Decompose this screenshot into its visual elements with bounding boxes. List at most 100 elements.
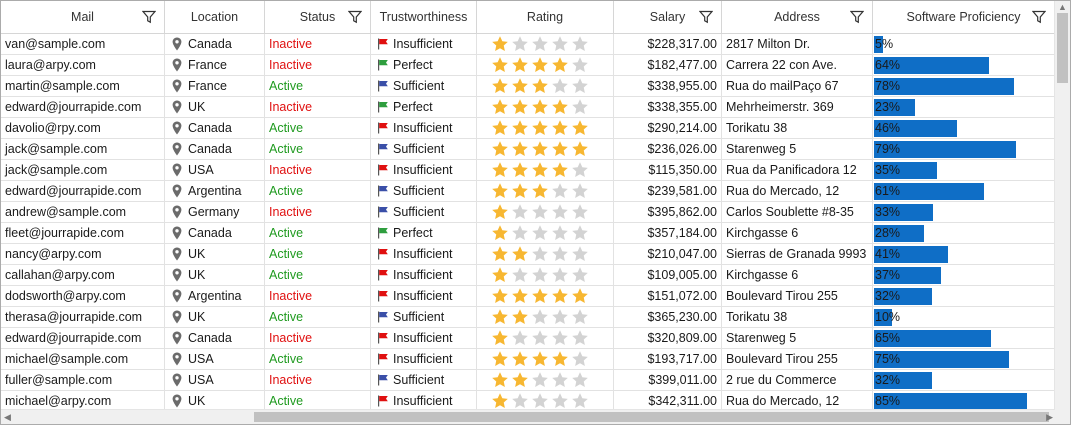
column-header-trustworthiness[interactable]: Trustworthiness xyxy=(371,1,477,33)
star-rating[interactable] xyxy=(491,35,589,53)
cell-address[interactable]: 2 rue du Commerce xyxy=(722,370,873,390)
star-filled-icon[interactable] xyxy=(491,245,509,263)
cell-software-proficiency[interactable]: 32% xyxy=(873,286,1055,306)
cell-software-proficiency[interactable]: 35% xyxy=(873,160,1055,180)
star-rating[interactable] xyxy=(491,140,589,158)
column-header-location[interactable]: Location xyxy=(165,1,265,33)
star-filled-icon[interactable] xyxy=(571,119,589,137)
table-row[interactable]: edward@jourrapide.com Canada Inactive In… xyxy=(1,328,1055,349)
star-empty-icon[interactable] xyxy=(571,182,589,200)
filter-icon[interactable] xyxy=(699,10,713,24)
cell-rating[interactable] xyxy=(477,370,614,390)
cell-address[interactable]: Boulevard Tirou 255 xyxy=(722,286,873,306)
cell-salary[interactable]: $239,581.00 xyxy=(614,181,722,201)
cell-rating[interactable] xyxy=(477,139,614,159)
star-rating[interactable] xyxy=(491,266,589,284)
star-filled-icon[interactable] xyxy=(511,77,529,95)
cell-software-proficiency[interactable]: 37% xyxy=(873,265,1055,285)
table-row[interactable]: andrew@sample.com Germany Inactive Suffi… xyxy=(1,202,1055,223)
cell-status[interactable]: Inactive xyxy=(265,328,371,348)
table-row[interactable]: fuller@sample.com USA Inactive Sufficien… xyxy=(1,370,1055,391)
cell-software-proficiency[interactable]: 28% xyxy=(873,223,1055,243)
star-filled-icon[interactable] xyxy=(551,287,569,305)
cell-address[interactable]: Torikatu 38 xyxy=(722,118,873,138)
star-rating[interactable] xyxy=(491,329,589,347)
cell-trustworthiness[interactable]: Insufficient xyxy=(371,286,477,306)
cell-address[interactable]: Boulevard Tirou 255 xyxy=(722,349,873,369)
star-filled-icon[interactable] xyxy=(511,287,529,305)
star-empty-icon[interactable] xyxy=(551,308,569,326)
cell-trustworthiness[interactable]: Insufficient xyxy=(371,160,477,180)
cell-address[interactable]: Rua da Panificadora 12 xyxy=(722,160,873,180)
cell-salary[interactable]: $395,862.00 xyxy=(614,202,722,222)
star-filled-icon[interactable] xyxy=(531,182,549,200)
table-row[interactable]: davolio@rpy.com Canada Active Insufficie… xyxy=(1,118,1055,139)
star-empty-icon[interactable] xyxy=(571,77,589,95)
cell-location[interactable]: Germany xyxy=(165,202,265,222)
table-row[interactable]: edward@jourrapide.com Argentina Active S… xyxy=(1,181,1055,202)
cell-mail[interactable]: edward@jourrapide.com xyxy=(1,181,165,201)
cell-rating[interactable] xyxy=(477,328,614,348)
cell-mail[interactable]: michael@sample.com xyxy=(1,349,165,369)
cell-address[interactable]: Rua do Mercado, 12 xyxy=(722,391,873,410)
table-row[interactable]: fleet@jourrapide.com Canada Active Perfe… xyxy=(1,223,1055,244)
table-row[interactable]: martin@sample.com France Active Sufficie… xyxy=(1,76,1055,97)
cell-mail[interactable]: fleet@jourrapide.com xyxy=(1,223,165,243)
cell-rating[interactable] xyxy=(477,265,614,285)
scroll-left-icon[interactable]: ◀ xyxy=(4,412,11,422)
cell-location[interactable]: Canada xyxy=(165,118,265,138)
star-filled-icon[interactable] xyxy=(571,287,589,305)
cell-mail[interactable]: jack@sample.com xyxy=(1,160,165,180)
cell-software-proficiency[interactable]: 46% xyxy=(873,118,1055,138)
cell-rating[interactable] xyxy=(477,160,614,180)
star-filled-icon[interactable] xyxy=(491,329,509,347)
star-filled-icon[interactable] xyxy=(491,98,509,116)
cell-status[interactable]: Inactive xyxy=(265,202,371,222)
cell-address[interactable]: Mehrheimerstr. 369 xyxy=(722,97,873,117)
cell-status[interactable]: Inactive xyxy=(265,97,371,117)
column-header-rating[interactable]: Rating xyxy=(477,1,614,33)
cell-address[interactable]: Kirchgasse 6 xyxy=(722,265,873,285)
star-rating[interactable] xyxy=(491,392,589,410)
star-empty-icon[interactable] xyxy=(531,35,549,53)
star-filled-icon[interactable] xyxy=(491,35,509,53)
cell-location[interactable]: Canada xyxy=(165,34,265,54)
star-empty-icon[interactable] xyxy=(531,266,549,284)
cell-status[interactable]: Inactive xyxy=(265,34,371,54)
cell-location[interactable]: UK xyxy=(165,244,265,264)
star-empty-icon[interactable] xyxy=(531,308,549,326)
star-filled-icon[interactable] xyxy=(491,392,509,410)
cell-salary[interactable]: $338,355.00 xyxy=(614,97,722,117)
star-filled-icon[interactable] xyxy=(511,182,529,200)
star-filled-icon[interactable] xyxy=(531,287,549,305)
cell-trustworthiness[interactable]: Perfect xyxy=(371,55,477,75)
cell-status[interactable]: Active xyxy=(265,244,371,264)
filter-icon[interactable] xyxy=(1032,10,1046,24)
cell-trustworthiness[interactable]: Sufficient xyxy=(371,202,477,222)
cell-software-proficiency[interactable]: 10% xyxy=(873,307,1055,327)
cell-address[interactable]: Carrera 22 con Ave. xyxy=(722,55,873,75)
cell-rating[interactable] xyxy=(477,181,614,201)
star-filled-icon[interactable] xyxy=(491,308,509,326)
cell-address[interactable]: Starenweg 5 xyxy=(722,139,873,159)
star-empty-icon[interactable] xyxy=(551,203,569,221)
cell-location[interactable]: France xyxy=(165,76,265,96)
star-filled-icon[interactable] xyxy=(551,140,569,158)
cell-rating[interactable] xyxy=(477,118,614,138)
cell-software-proficiency[interactable]: 79% xyxy=(873,139,1055,159)
star-rating[interactable] xyxy=(491,287,589,305)
cell-salary[interactable]: $365,230.00 xyxy=(614,307,722,327)
star-rating[interactable] xyxy=(491,182,589,200)
star-filled-icon[interactable] xyxy=(491,56,509,74)
cell-mail[interactable]: jack@sample.com xyxy=(1,139,165,159)
star-empty-icon[interactable] xyxy=(531,392,549,410)
star-filled-icon[interactable] xyxy=(511,140,529,158)
star-rating[interactable] xyxy=(491,245,589,263)
cell-address[interactable]: Torikatu 38 xyxy=(722,307,873,327)
star-rating[interactable] xyxy=(491,350,589,368)
cell-rating[interactable] xyxy=(477,349,614,369)
star-empty-icon[interactable] xyxy=(571,98,589,116)
star-filled-icon[interactable] xyxy=(491,287,509,305)
cell-location[interactable]: UK xyxy=(165,391,265,410)
star-empty-icon[interactable] xyxy=(531,371,549,389)
